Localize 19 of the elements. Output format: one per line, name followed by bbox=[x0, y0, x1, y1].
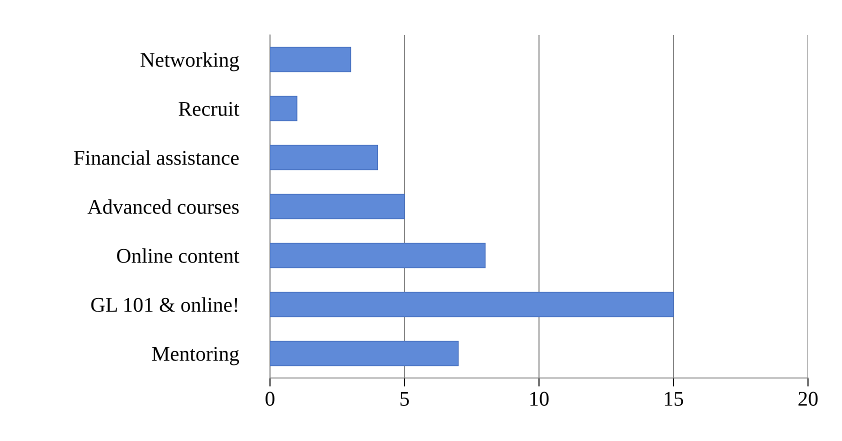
x-tick-label: 15 bbox=[664, 392, 684, 406]
bar bbox=[270, 46, 352, 72]
bar bbox=[270, 144, 378, 170]
bar bbox=[270, 340, 459, 366]
bar bbox=[270, 96, 298, 122]
bar bbox=[270, 292, 674, 318]
y-tick-label: GL 101 & online! bbox=[91, 297, 238, 312]
bar bbox=[270, 242, 486, 268]
y-tick-label: Financial assistance bbox=[74, 150, 239, 165]
x-tick-label: 5 bbox=[400, 392, 409, 406]
y-tick-label: Recruit bbox=[178, 102, 240, 116]
bar bbox=[270, 194, 405, 220]
y-tick-label: Online content bbox=[117, 248, 240, 263]
x-tick-label: 20 bbox=[798, 392, 818, 406]
y-tick-label: Networking bbox=[140, 52, 240, 72]
y-tick-label: Advanced courses bbox=[88, 199, 239, 214]
x-tick-label: 10 bbox=[530, 392, 549, 406]
y-tick-label: Mentoring bbox=[152, 346, 240, 366]
x-tick-label: 0 bbox=[266, 392, 274, 406]
